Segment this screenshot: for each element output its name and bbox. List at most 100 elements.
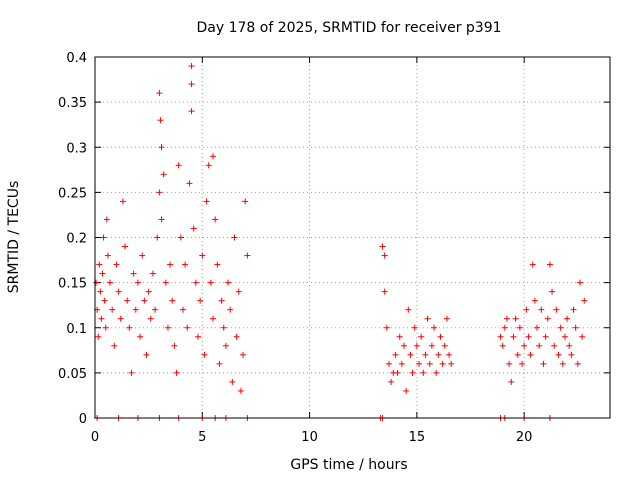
data-point [113, 261, 120, 268]
data-point [407, 351, 414, 358]
x-tick-label: 10 [301, 430, 318, 445]
data-point [102, 324, 109, 331]
data-point [388, 378, 395, 385]
data-point [401, 342, 407, 349]
axis-ticks: 0 0.05 0.1 0.15 0.2 0.25 0.3 0.35 0.4 0 5 10 15 20 [58, 51, 610, 445]
data-point [574, 360, 581, 367]
data-point [192, 279, 199, 286]
data-point [385, 360, 392, 367]
data-point [109, 306, 116, 313]
data-point [199, 252, 206, 259]
data-point [435, 351, 442, 358]
data-point [559, 360, 566, 367]
data-point [431, 324, 438, 331]
data-point [540, 360, 547, 367]
data-point [137, 333, 144, 340]
data-point [426, 360, 433, 367]
data-point [581, 297, 588, 304]
data-points [93, 63, 588, 421]
data-point [531, 297, 538, 304]
plot-frame [94, 56, 611, 419]
data-point [237, 387, 244, 394]
data-point [179, 306, 186, 313]
data-point [394, 369, 401, 376]
data-point [158, 216, 165, 223]
data-point [188, 63, 195, 70]
data-point [379, 243, 386, 250]
data-point [561, 333, 568, 340]
data-point [508, 378, 515, 385]
data-point [420, 369, 427, 376]
data-point [403, 387, 410, 394]
grid-lines [94, 56, 610, 419]
data-point [190, 225, 197, 232]
data-point [446, 351, 453, 358]
data-point [169, 297, 176, 304]
data-point [122, 243, 129, 250]
data-point [448, 360, 455, 367]
data-point [101, 297, 108, 304]
x-tick-label: 5 [198, 430, 206, 445]
data-point [132, 306, 139, 313]
data-point [141, 297, 148, 304]
data-point [201, 351, 208, 358]
data-point [409, 369, 416, 376]
data-point [188, 108, 195, 115]
data-point [203, 198, 210, 205]
data-point [411, 324, 418, 331]
data-point [130, 270, 137, 277]
data-point [149, 270, 156, 277]
data-point [527, 351, 534, 358]
data-point [398, 360, 405, 367]
data-point [218, 297, 225, 304]
data-point [212, 216, 219, 223]
data-point [510, 333, 517, 340]
data-point [164, 324, 171, 331]
data-point [555, 351, 562, 358]
data-point [162, 279, 169, 286]
data-point [439, 360, 446, 367]
data-point [134, 279, 141, 286]
data-point [428, 342, 435, 349]
data-point [197, 297, 204, 304]
data-point [157, 117, 164, 124]
data-point [128, 369, 135, 376]
data-point [227, 306, 234, 313]
data-point [98, 315, 105, 322]
data-point [579, 333, 586, 340]
data-point [117, 315, 124, 322]
data-point [214, 261, 221, 268]
data-point [519, 360, 526, 367]
data-point [152, 306, 159, 313]
data-point [139, 252, 146, 259]
data-point [124, 297, 131, 304]
data-point [175, 162, 182, 169]
data-point [572, 324, 579, 331]
data-point [233, 333, 240, 340]
data-point [553, 306, 560, 313]
y-tick-label: 0.25 [58, 186, 87, 201]
data-point [210, 153, 217, 160]
y-tick-label: 0.4 [66, 51, 87, 66]
data-point [525, 333, 532, 340]
data-point [516, 324, 523, 331]
data-point [244, 252, 251, 259]
data-point [529, 261, 536, 268]
data-point [538, 306, 545, 313]
data-point [564, 315, 571, 322]
data-point [210, 315, 217, 322]
data-point [521, 342, 528, 349]
data-point [396, 333, 403, 340]
data-point [542, 333, 549, 340]
data-point [381, 288, 388, 295]
data-point [104, 252, 111, 259]
data-point [107, 279, 114, 286]
data-point [443, 315, 450, 322]
data-point [566, 342, 573, 349]
data-point [504, 315, 510, 322]
data-point [188, 81, 195, 88]
data-point [103, 216, 110, 223]
data-point [229, 378, 236, 385]
data-point [126, 324, 133, 331]
data-point [557, 324, 564, 331]
